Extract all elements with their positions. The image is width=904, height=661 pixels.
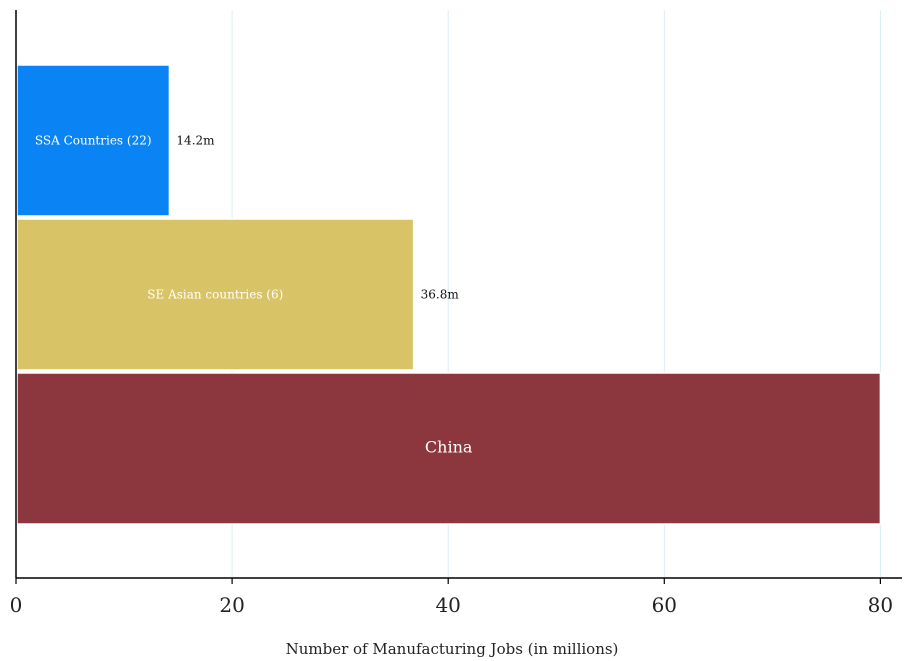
x-tick-label-20: 20	[219, 593, 244, 617]
x-tick-label-60: 60	[652, 593, 677, 617]
bar-value-label-1: 36.8m	[421, 288, 460, 302]
bar-0	[16, 64, 171, 217]
x-axis-title: Number of Manufacturing Jobs (in million…	[286, 640, 619, 658]
bars: SSA Countries (22) 14.2m SE Asian countrie…	[16, 64, 882, 525]
x-ticks: 0 20 40 60 80	[10, 578, 893, 617]
bar-2	[16, 372, 882, 525]
x-tick-label-80: 80	[868, 593, 893, 617]
bar-1	[16, 218, 415, 371]
bar-category-label-1: SE Asian countries (6)	[147, 288, 283, 302]
axes	[15, 10, 902, 579]
x-tick-label-40: 40	[435, 593, 460, 617]
x-tick-label-0: 0	[10, 593, 23, 617]
bar-category-label-0: SSA Countries (22)	[35, 134, 152, 148]
bar-value-label-0: 14.2m	[176, 134, 215, 148]
bar-category-label-2: China	[425, 438, 473, 457]
